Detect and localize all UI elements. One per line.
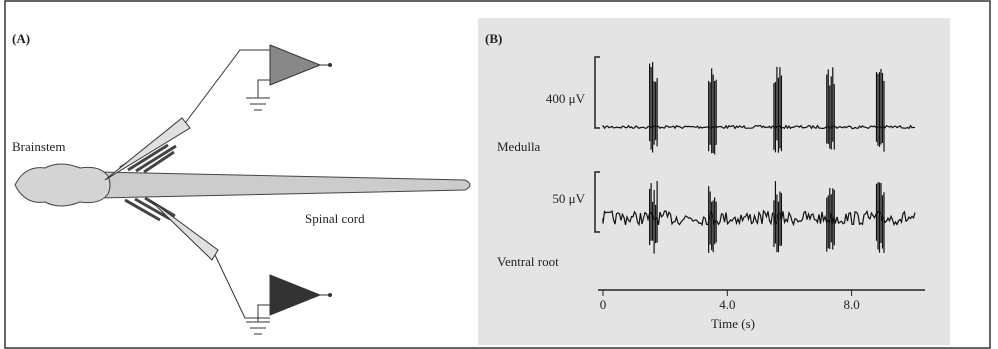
- scale-label: 400 μV: [546, 91, 586, 106]
- root-burst: [773, 181, 783, 253]
- scale-label: 50 μV: [552, 191, 585, 206]
- root-burst: [826, 187, 835, 252]
- x-tick-label: 4.0: [719, 297, 735, 312]
- panel-label: (B): [485, 31, 502, 46]
- medulla-burst: [708, 68, 717, 155]
- brainstem-label: Brainstem: [12, 139, 65, 154]
- trace-label: Ventral root: [497, 254, 559, 269]
- root-burst: [708, 186, 717, 253]
- root-burst: [649, 180, 658, 254]
- root-burst: [875, 182, 885, 254]
- medulla-burst: [826, 67, 835, 150]
- trace-label: Medulla: [497, 139, 541, 154]
- spinal-cord-label: Spinal cord: [305, 211, 365, 226]
- medulla-burst: [649, 62, 658, 153]
- scale-bar: [594, 56, 600, 233]
- panel-label: (A): [12, 31, 30, 46]
- x-tick-label: 8.0: [844, 297, 860, 312]
- medulla-burst: [773, 66, 783, 153]
- panel-background: [478, 18, 950, 345]
- x-tick-label: 0: [600, 297, 607, 312]
- x-axis-title: Time (s): [711, 316, 755, 331]
- preparation-drawing: [14, 44, 471, 335]
- medulla-burst: [875, 68, 885, 152]
